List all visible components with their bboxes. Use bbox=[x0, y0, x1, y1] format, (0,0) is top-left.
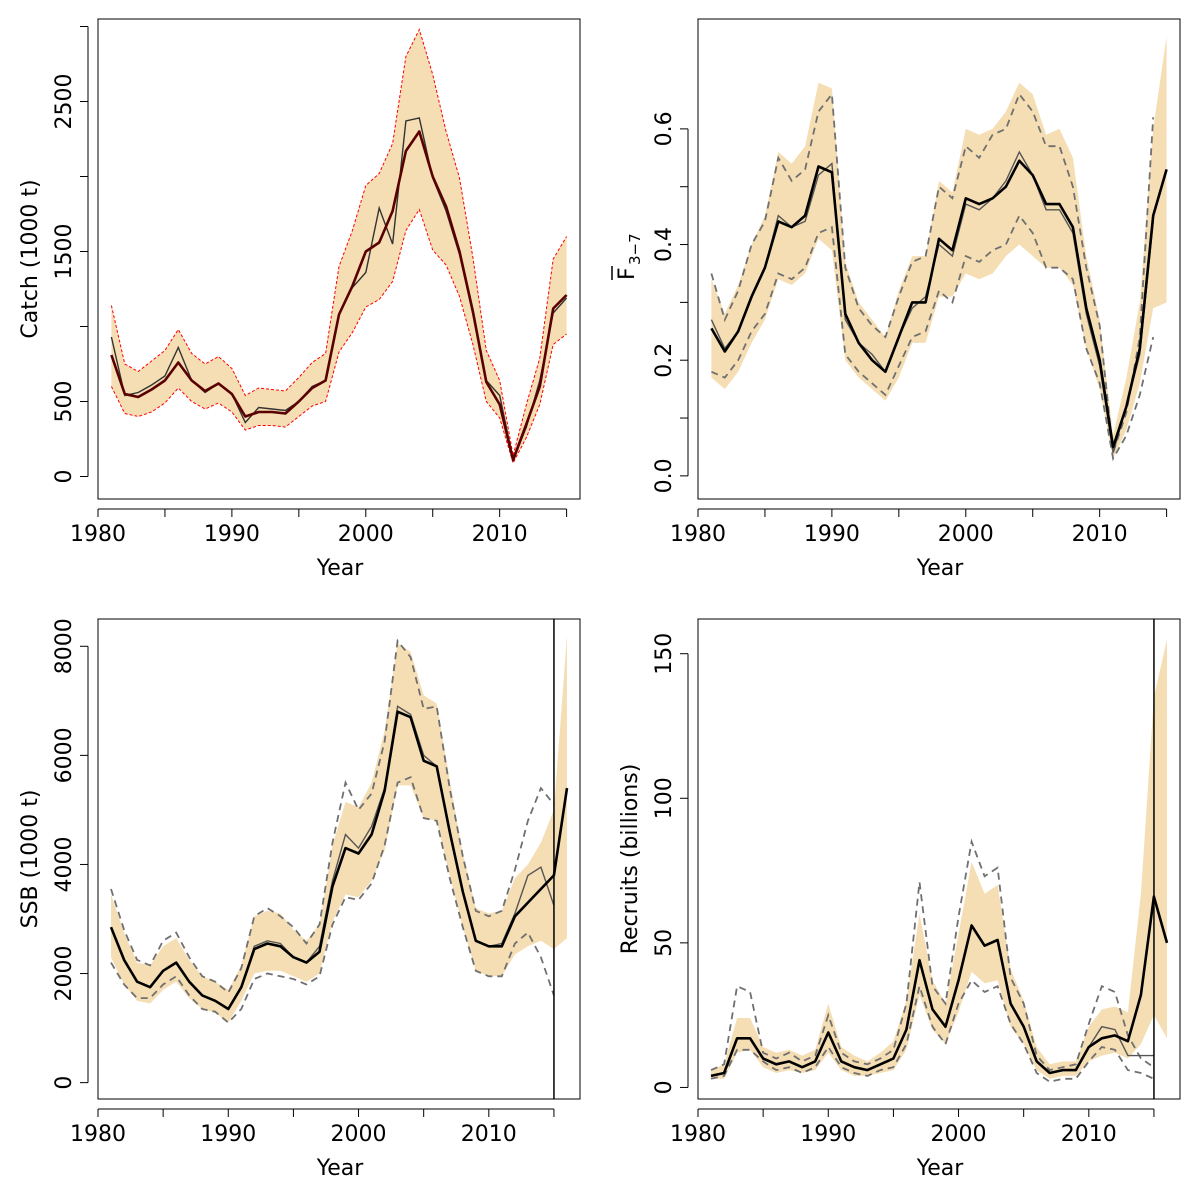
ssb-y-tick-label-4000: 4000 bbox=[52, 836, 77, 892]
ssb-x-tick-label-1990: 1990 bbox=[200, 1122, 256, 1147]
catch-lower-bound-line bbox=[110, 208, 567, 465]
catch-y-tick-label-2500: 2500 bbox=[52, 74, 77, 130]
catch-confidence-band bbox=[111, 29, 567, 463]
ssb-x-tick-label-1980: 1980 bbox=[70, 1122, 126, 1147]
recruits-y-tick-label-0: 0 bbox=[652, 1080, 677, 1094]
catch-plot-frame bbox=[97, 18, 581, 500]
catch-upper-bound-line bbox=[110, 28, 568, 456]
fbar-y-tick-label-0.0: 0.0 bbox=[652, 458, 677, 493]
ssb-panel: 1980 1990 2000 2010 0 2000 4000 6000 8000 Year S… bbox=[18, 618, 581, 1181]
catch-estimate-line bbox=[110, 130, 568, 462]
fbar-confidence-band bbox=[711, 36, 1167, 459]
recruits-panel: 1980 1990 2000 2010 0 50 100 150 Year Recruits … bbox=[618, 618, 1181, 1181]
catch-y-tick-label-1500: 1500 bbox=[52, 224, 77, 280]
recruits-estimate-line bbox=[710, 895, 1169, 1078]
ssb-x-tick-label-2010: 2010 bbox=[461, 1122, 517, 1147]
catch-plot-area: 1980 1990 2000 2010 0 500 1500 2500 bbox=[52, 18, 581, 547]
fbar-panel: 1980 1990 2000 2010 0.0 0.2 0.4 0.6 Year F 3−7 bbox=[611, 18, 1181, 581]
fbar-estimate-line bbox=[710, 159, 1168, 449]
fbar-x-tick-label-1980: 1980 bbox=[670, 522, 726, 547]
ssb-y-axis-title: SSB (1000 t) bbox=[18, 790, 43, 929]
fbar-x-tick-label-2000: 2000 bbox=[938, 522, 994, 547]
ssb-y-tick-label-8000: 8000 bbox=[52, 618, 77, 674]
recruits-confidence-band bbox=[711, 639, 1167, 1079]
ssb-y-tick-label-6000: 6000 bbox=[52, 727, 77, 783]
fbar-x-tick-label-2010: 2010 bbox=[1072, 522, 1128, 547]
recruits-y-tick-label-100: 100 bbox=[652, 777, 677, 819]
fbar-retro-upper-line bbox=[710, 91, 1155, 453]
fbar-y-axis-title-main: F bbox=[615, 267, 640, 280]
catch-x-axis-title: Year bbox=[316, 556, 365, 581]
catch-y-axis-title: Catch (1000 t) bbox=[18, 179, 43, 338]
fbar-x-axis-title: Year bbox=[916, 556, 965, 581]
recruits-x-tick-label-1980: 1980 bbox=[670, 1122, 726, 1147]
ssb-plot-frame bbox=[97, 618, 581, 1100]
recruits-plot-area: 1980 1990 2000 2010 0 50 100 150 bbox=[652, 618, 1181, 1147]
catch-x-tick-label-2000: 2000 bbox=[338, 522, 394, 547]
fbar-y-axis-title: F 3−7 bbox=[611, 233, 644, 280]
recruits-retro-lower-line bbox=[710, 978, 1155, 1083]
fbar-y-tick-label-0.6: 0.6 bbox=[652, 111, 677, 146]
recruits-retro-upper-line bbox=[710, 838, 1155, 1072]
ssb-estimate-line bbox=[109, 710, 569, 1011]
fbar-x-tick-label-1990: 1990 bbox=[804, 522, 860, 547]
ssb-retro-upper-line bbox=[110, 638, 555, 995]
ssb-x-tick-label-2000: 2000 bbox=[331, 1122, 387, 1147]
recruits-x-tick-label-2010: 2010 bbox=[1061, 1122, 1117, 1147]
catch-x-tick-label-1980: 1980 bbox=[70, 522, 126, 547]
ssb-x-axis-title: Year bbox=[316, 1156, 365, 1181]
fbar-y-axis-title-sub: 3−7 bbox=[626, 233, 644, 265]
fbar-y-tick-label-0.4: 0.4 bbox=[652, 227, 677, 262]
recruits-plot-frame bbox=[697, 618, 1181, 1100]
fbar-plot-area: 1980 1990 2000 2010 0.0 0.2 0.4 0.6 bbox=[652, 18, 1181, 547]
ssb-confidence-band bbox=[111, 635, 567, 1023]
fbar-y-tick-label-0.2: 0.2 bbox=[652, 343, 677, 378]
recruits-x-axis-title: Year bbox=[916, 1156, 965, 1181]
ssb-retro-lower-line bbox=[110, 775, 555, 1024]
recruits-y-axis-title: Recruits (billions) bbox=[618, 764, 643, 955]
recruits-y-tick-label-150: 150 bbox=[652, 633, 677, 675]
catch-x-tick-label-2010: 2010 bbox=[472, 522, 528, 547]
catch-y-tick-label-500: 500 bbox=[52, 381, 77, 423]
recruits-y-tick-label-50: 50 bbox=[652, 929, 677, 957]
catch-panel: 1980 1990 2000 2010 0 500 1500 2500 Year Catch … bbox=[18, 18, 581, 581]
recruits-x-tick-label-1990: 1990 bbox=[800, 1122, 856, 1147]
recruits-x-tick-label-2000: 2000 bbox=[931, 1122, 987, 1147]
ssb-plot-area: 1980 1990 2000 2010 0 2000 4000 6000 8000 bbox=[52, 618, 581, 1147]
catch-y-tick-label-0: 0 bbox=[52, 470, 77, 484]
fbar-retro-lower-line bbox=[711, 213, 1155, 462]
ssb-y-tick-label-0: 0 bbox=[52, 1076, 77, 1090]
ssb-y-tick-label-2000: 2000 bbox=[52, 946, 77, 1002]
fbar-plot-frame bbox=[697, 18, 1181, 500]
catch-x-tick-label-1990: 1990 bbox=[204, 522, 260, 547]
